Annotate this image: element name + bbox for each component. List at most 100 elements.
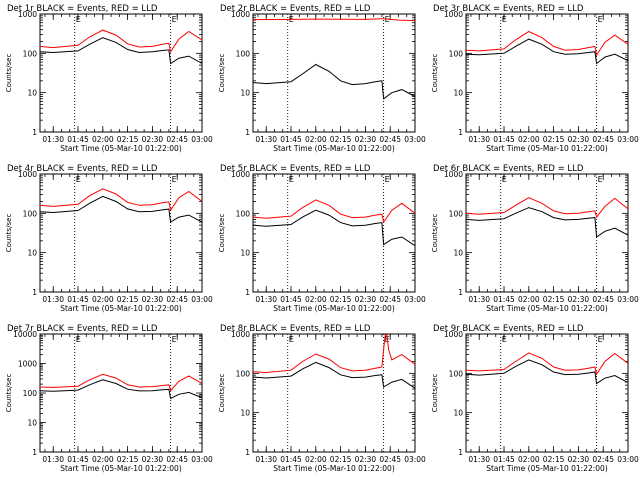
- lld-series-line: [465, 352, 629, 376]
- x-tick-label: 03:00: [404, 295, 426, 304]
- y-axis-label: Counts/sec: [5, 374, 13, 413]
- y-tick-label: 1000: [444, 170, 463, 179]
- x-tick-label: 02:45: [379, 135, 401, 144]
- y-tick-label: 1000: [231, 170, 250, 179]
- x-tick-label: 02:45: [166, 135, 188, 144]
- x-tick-label: 02:45: [379, 455, 401, 464]
- event-marker-label: E: [598, 335, 603, 344]
- x-tick-label: 02:30: [355, 455, 377, 464]
- event-marker-label: E: [598, 15, 603, 24]
- x-axis-label: Start Time (05-Mar-10 01:22:00): [60, 464, 182, 473]
- y-axis-label: Counts/sec: [218, 214, 226, 253]
- chart-panel-1: Det 1r BLACK = Events, RED = LLD 1 10 100 10…: [5, 4, 213, 153]
- y-tick-label: 10: [453, 249, 463, 258]
- y-tick-label: 10: [27, 89, 37, 98]
- plot-frame: [465, 333, 629, 453]
- chart-panel-8: Det 8r BLACK = Events, RED = LLD 1 10 100 10…: [218, 324, 426, 473]
- x-axis: 01:30 01:45 02:00 02:15 02:30 02:45 03:00: [468, 14, 639, 144]
- x-tick-label: 02:15: [543, 135, 565, 144]
- x-tick-label: 01:30: [468, 455, 490, 464]
- chart-title: Det 1r BLACK = Events, RED = LLD: [7, 4, 158, 14]
- event-marker-label: E: [76, 175, 81, 184]
- y-axis-label: Counts/sec: [218, 54, 226, 93]
- y-tick-label: 100: [23, 209, 38, 218]
- x-tick-label: 03:00: [617, 295, 639, 304]
- x-axis-label: Start Time (05-Mar-10 01:22:00): [60, 304, 182, 313]
- x-tick-label: 02:00: [518, 455, 540, 464]
- event-marker-label: E: [172, 175, 177, 184]
- lld-series-line: [39, 29, 203, 53]
- y-tick-label: 10: [240, 409, 250, 418]
- y-tick-label: 1: [245, 448, 250, 457]
- y-tick-label: 100: [449, 209, 464, 218]
- y-tick-label: 10: [27, 249, 37, 258]
- events-series-line: [39, 195, 203, 223]
- events-series-line: [252, 361, 416, 389]
- x-tick-label: 03:00: [191, 135, 213, 144]
- chart-panel-2: Det 2r BLACK = Events, RED = LLD 1 10 100 10…: [218, 4, 426, 153]
- y-tick-label: 100: [449, 369, 464, 378]
- chart-title: Det 2r BLACK = Events, RED = LLD: [220, 4, 371, 14]
- y-axis-label: Counts/sec: [431, 374, 439, 413]
- y-axis-label: Counts/sec: [5, 54, 13, 93]
- x-axis: 01:30 01:45 02:00 02:15 02:30 02:45 03:00: [42, 174, 213, 304]
- x-tick-label: 02:45: [592, 295, 614, 304]
- event-marker-label: E: [598, 175, 603, 184]
- event-marker-label: E: [76, 15, 81, 24]
- lld-series-line: [39, 373, 203, 392]
- lld-series-line: [39, 188, 203, 212]
- x-tick-label: 01:30: [468, 135, 490, 144]
- plot-frame: [252, 173, 416, 293]
- y-tick-label: 1: [245, 288, 250, 297]
- x-tick-label: 02:30: [568, 135, 590, 144]
- x-tick-label: 02:15: [543, 295, 565, 304]
- x-tick-label: 02:15: [117, 135, 139, 144]
- events-series-line: [252, 209, 416, 247]
- events-series-line: [465, 359, 629, 385]
- x-tick-label: 01:45: [67, 135, 89, 144]
- plot-frame: [465, 173, 629, 293]
- x-tick-label: 02:15: [330, 455, 352, 464]
- y-tick-label: 1000: [18, 10, 37, 19]
- lld-series-line: [252, 18, 416, 22]
- event-marker-label: E: [172, 335, 177, 344]
- x-axis: 01:30 01:45 02:00 02:15 02:30 02:45 03:00: [42, 14, 213, 144]
- chart-title: Det 9r BLACK = Events, RED = LLD: [433, 324, 584, 334]
- x-tick-label: 02:30: [568, 295, 590, 304]
- y-tick-label: 10: [453, 89, 463, 98]
- event-marker-label: E: [502, 175, 507, 184]
- x-tick-label: 03:00: [617, 135, 639, 144]
- y-axis-label: Counts/sec: [218, 374, 226, 413]
- chart-title: Det 7r BLACK = Events, RED = LLD: [7, 324, 158, 334]
- x-tick-label: 02:45: [166, 455, 188, 464]
- lld-series-line: [465, 30, 629, 57]
- event-marker-label: E: [76, 335, 81, 344]
- y-tick-label: 1000: [18, 170, 37, 179]
- chart-title: Det 3r BLACK = Events, RED = LLD: [433, 4, 584, 14]
- chart-panel-5: Det 5r BLACK = Events, RED = LLD 1 10 100 10…: [218, 164, 426, 313]
- plot-frame: [39, 13, 203, 133]
- plot-frame: [39, 333, 203, 453]
- chart-panel-7: Det 7r BLACK = Events, RED = LLD 1 10 100 10…: [5, 324, 213, 473]
- x-tick-label: 02:00: [305, 135, 327, 144]
- y-tick-label: 1000: [18, 360, 37, 369]
- x-tick-label: 01:45: [280, 455, 302, 464]
- lld-series-line: [465, 197, 629, 219]
- y-axis: 1 10 100 1000: [231, 10, 415, 137]
- x-tick-label: 02:00: [305, 455, 327, 464]
- x-tick-label: 02:15: [117, 455, 139, 464]
- x-axis-label: Start Time (05-Mar-10 01:22:00): [273, 464, 395, 473]
- x-tick-label: 02:00: [92, 135, 114, 144]
- y-tick-label: 10: [240, 89, 250, 98]
- y-axis: 1 10 100 1000: [231, 330, 415, 457]
- x-tick-label: 01:45: [280, 135, 302, 144]
- events-series-line: [39, 379, 203, 400]
- x-tick-label: 01:30: [255, 455, 277, 464]
- x-axis-label: Start Time (05-Mar-10 01:22:00): [486, 464, 608, 473]
- x-axis: 01:30 01:45 02:00 02:15 02:30 02:45 03:00: [42, 334, 213, 464]
- y-tick-label: 100: [23, 49, 38, 58]
- x-tick-label: 03:00: [404, 455, 426, 464]
- event-marker-label: E: [502, 335, 507, 344]
- x-tick-label: 02:15: [330, 135, 352, 144]
